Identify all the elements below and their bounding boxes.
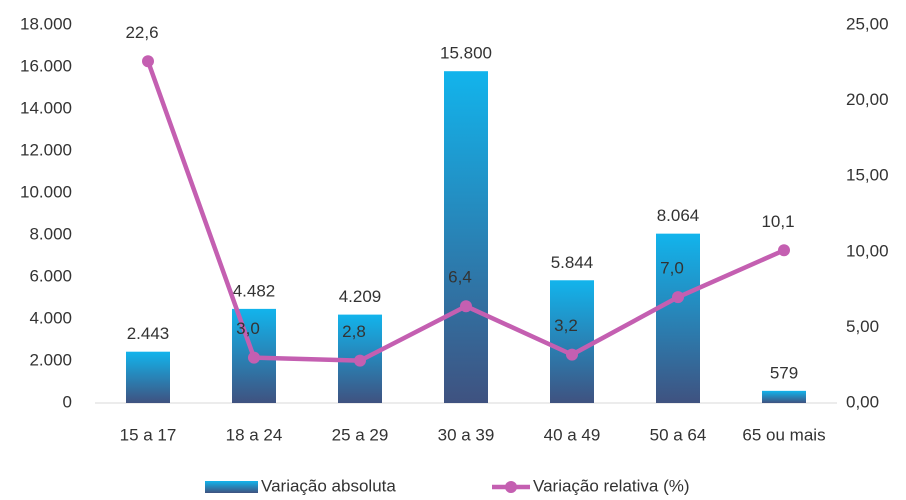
line-marker — [566, 348, 578, 361]
line-marker — [672, 291, 684, 304]
line-marker — [142, 55, 154, 68]
bar-value-label: 15.800 — [440, 44, 492, 63]
line-marker — [778, 244, 790, 257]
y-tick-label: 12.000 — [20, 140, 72, 159]
x-tick-label: 40 a 49 — [544, 425, 601, 444]
line-marker — [248, 351, 260, 364]
line-value-label: 7,0 — [660, 259, 684, 278]
x-tick-label: 65 ou mais — [742, 425, 825, 444]
x-tick-label: 18 a 24 — [226, 425, 283, 444]
y-tick-label: 6.000 — [29, 266, 72, 285]
line-marker — [460, 300, 472, 313]
y2-tick-label: 10,00 — [846, 241, 889, 260]
y-tick-label: 8.000 — [29, 224, 72, 243]
bar-value-label: 4.482 — [233, 281, 276, 300]
bar-value-label: 4.209 — [339, 287, 382, 306]
y-tick-label: 0 — [63, 392, 72, 411]
line-value-label: 22,6 — [125, 23, 158, 42]
legend-label: Variação relativa (%) — [533, 476, 690, 495]
x-tick-label: 50 a 64 — [650, 425, 707, 444]
y2-tick-label: 15,00 — [846, 166, 889, 185]
y-tick-label: 14.000 — [20, 98, 72, 117]
bar — [444, 71, 488, 403]
y2-tick-label: 20,00 — [846, 90, 889, 109]
legend-label: Variação absoluta — [261, 476, 396, 495]
y2-tick-label: 0,00 — [846, 392, 879, 411]
bar — [656, 233, 700, 403]
y-tick-label: 10.000 — [20, 182, 72, 201]
line-value-label: 2,8 — [342, 322, 366, 341]
y-tick-label: 16.000 — [20, 56, 72, 75]
bar-value-label: 5.844 — [551, 253, 594, 272]
x-tick-label: 30 a 39 — [438, 425, 495, 444]
line-value-label: 6,4 — [448, 268, 472, 287]
y2-tick-label: 25,00 — [846, 14, 889, 33]
y2-tick-label: 5,00 — [846, 317, 879, 336]
bar-value-label: 579 — [770, 363, 798, 382]
bar-value-label: 8.064 — [657, 206, 700, 225]
y-tick-label: 2.000 — [29, 350, 72, 369]
x-tick-label: 25 a 29 — [332, 425, 389, 444]
bar-value-label: 2.443 — [127, 324, 170, 343]
x-tick-label: 15 a 17 — [120, 425, 177, 444]
bar — [550, 280, 594, 403]
y-tick-label: 18.000 — [20, 14, 72, 33]
line-value-label: 3,2 — [554, 316, 578, 335]
y-tick-label: 4.000 — [29, 308, 72, 327]
bar — [762, 390, 806, 403]
legend-swatch — [205, 481, 258, 493]
line-marker — [354, 354, 366, 367]
line-value-label: 3,0 — [236, 319, 260, 338]
bar — [126, 351, 170, 403]
legend-marker — [505, 481, 517, 493]
line-value-label: 10,1 — [761, 212, 794, 231]
